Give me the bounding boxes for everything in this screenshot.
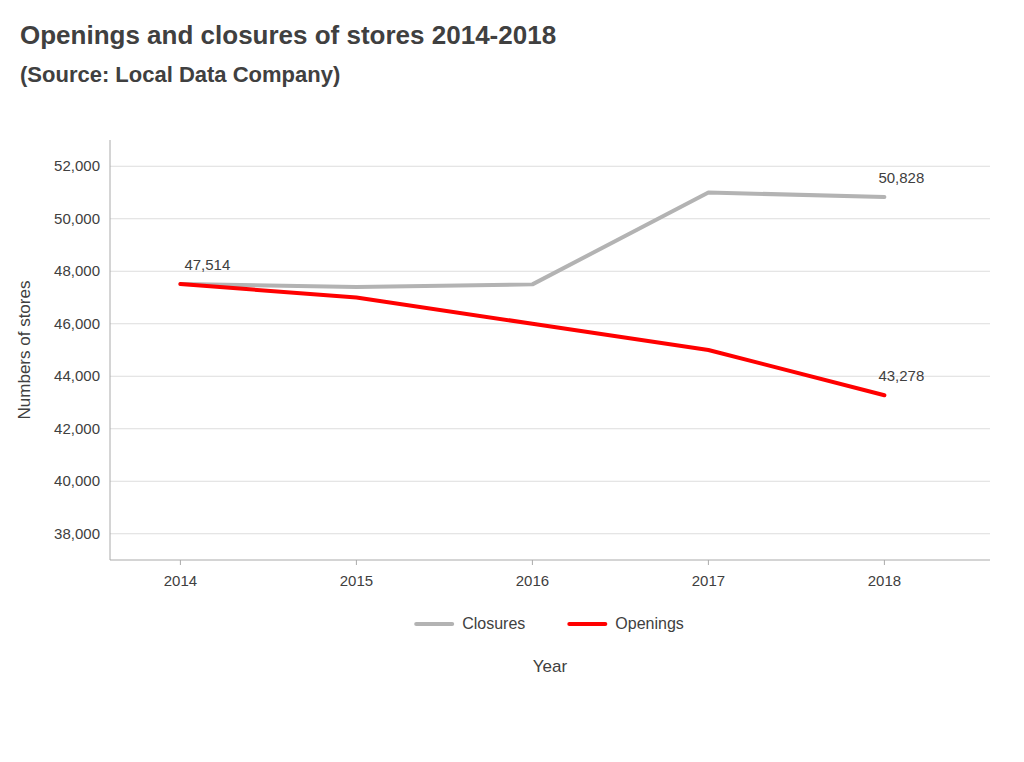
series-line [180, 284, 884, 395]
annotation: 43,278 [878, 367, 924, 384]
grid-line [110, 323, 990, 324]
series-line [180, 193, 884, 288]
annotations: 47,514 50,828 43,278 [184, 169, 924, 384]
x-tick-label: 2014 [164, 572, 197, 589]
y-tick-label: 40,000 [54, 472, 100, 489]
x-tick [532, 560, 533, 565]
y-grid [110, 166, 990, 534]
x-tick-label: 2015 [340, 572, 373, 589]
legend-item: Openings [569, 615, 684, 632]
grid-line [110, 533, 990, 534]
grid-line [110, 218, 990, 219]
title: Openings and closures of stores 2014-201… [20, 20, 556, 50]
x-tick-label: 2016 [516, 572, 549, 589]
chart: Openings and closures of stores 2014-201… [0, 0, 1024, 762]
x-axis-line [110, 560, 990, 561]
legend-label: Closures [462, 615, 525, 632]
y-tick-label: 50,000 [54, 210, 100, 227]
legend-item: Closures [416, 615, 525, 632]
grid-line [110, 376, 990, 377]
legend: Closures Openings [416, 615, 684, 632]
y-tick-labels: 38,000 40,000 42,000 44,000 46,000 48,000 50,0… [54, 157, 100, 542]
legend-label: Openings [615, 615, 684, 632]
y-tick-label: 48,000 [54, 262, 100, 279]
y-axis-label: Numbers of stores [15, 281, 34, 420]
x-tick [180, 560, 181, 565]
grid-line [110, 166, 990, 167]
y-axis-line [110, 140, 111, 560]
grid-line [110, 271, 990, 272]
subtitle: (Source: Local Data Company) [20, 62, 340, 87]
x-tick [884, 560, 885, 565]
x-tick-label: 2018 [868, 572, 901, 589]
x-tick-label: 2017 [692, 572, 725, 589]
x-tick [356, 560, 357, 565]
grid-line [110, 428, 990, 429]
x-ticks: 2014 2015 2016 2017 2018 [164, 560, 901, 589]
y-tick-label: 52,000 [54, 157, 100, 174]
x-axis-label: Year [533, 657, 568, 676]
annotation: 50,828 [878, 169, 924, 186]
annotation: 47,514 [184, 256, 230, 273]
y-tick-label: 38,000 [54, 525, 100, 542]
page: {"chart_data": { "type": "line", "title"… [0, 0, 1024, 762]
lines [180, 193, 884, 396]
y-tick-label: 42,000 [54, 420, 100, 437]
grid-line [110, 481, 990, 482]
y-tick-label: 44,000 [54, 367, 100, 384]
y-tick-label: 46,000 [54, 315, 100, 332]
legend-swatch [569, 622, 605, 626]
x-tick [708, 560, 709, 565]
legend-swatch [416, 622, 452, 626]
